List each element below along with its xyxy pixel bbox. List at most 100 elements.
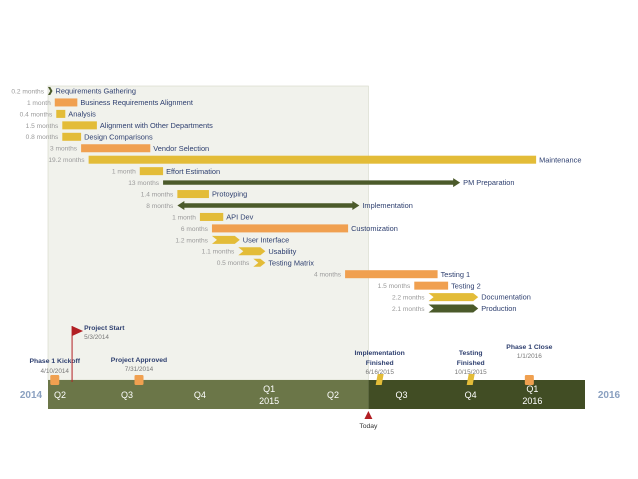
milestone: Phase 1 Close 1/1/2016 [506,344,553,385]
task-bar [56,109,66,118]
milestone: Testing Finished 10/15/2015 [455,350,487,385]
elapsed-shade [47,85,369,381]
task-bars-layer: 0.2 months Requirements Gathering 1 month B… [11,87,581,314]
task-chevron [253,258,266,267]
task-row: 1.2 months User Interface [175,235,289,244]
task-row: 1.4 months Protoyping [141,190,248,199]
quarter-tick-label: Q3 [121,390,133,400]
task-name-label: Alignment with Other Departments [100,121,213,130]
task-duration-label: 1.4 months [141,191,174,198]
task-row: 1 month API Dev [172,213,254,222]
task-row: 13 months PM Preparation [128,178,515,188]
task-name-label: Usability [268,247,296,256]
task-bar [414,281,449,290]
task-name-label: PM Preparation [463,178,514,187]
task-name-label: Analysis [68,110,96,119]
quarter-tick-label: Q3 [395,390,407,400]
task-bar [62,132,82,141]
milestone-date: 4/10/2014 [41,368,70,375]
timeline-elapsed-band [48,380,369,409]
task-name-label: API Dev [226,213,253,222]
milestone-flag [72,326,84,336]
task-row: 1.5 months Testing 2 [378,281,481,290]
quarter-tick-label: Q4 [194,390,206,400]
task-name-label: User Interface [243,235,289,244]
milestone-parallelogram-marker [375,374,384,385]
milestone: Phase 1 Kickoff 4/10/2014 [29,358,81,385]
task-duration-label: 1.1 months [202,249,235,256]
task-row: 1.5 months Alignment with Other Departmen… [26,121,213,130]
task-duration-label: 1 month [112,169,136,176]
milestone-name: Project Start [84,325,125,332]
task-duration-label: 1 month [172,214,196,221]
quarter-tick-label: Q2 [327,390,339,400]
task-row: 4 months Testing 1 [314,270,470,279]
timeline-layer: Q2 Q3 Q4 Q1 2015 Q2 Q3 Q4 Q1 2016 2014 2016 Today [20,380,621,430]
task-row: 1.1 months Usability [202,247,297,256]
task-bar [81,144,151,153]
task-name-label: Testing 2 [451,281,481,290]
task-duration-label: 4 months [314,272,342,279]
milestone-name-line: Testing [459,350,483,357]
milestone-name: Phase 1 Kickoff [29,358,80,365]
milestone-date: 5/3/2014 [84,334,109,341]
quarter-tick-label: Q1 [526,384,538,394]
milestone-name: Testing Finished [457,350,485,367]
task-name-label: Implementation [362,201,413,210]
task-row: 8 months Implementation [146,201,413,210]
elapsed-shade-layer [47,85,369,381]
task-bar [211,224,349,233]
milestone: Implementation Finished 6/16/2015 [355,350,405,385]
task-duration-label: 19.2 months [48,157,85,164]
milestone-square-marker [524,375,534,385]
task-duration-label: 8 months [146,203,174,210]
task-name-label: Testing 1 [441,270,471,279]
task-row: 1 month Business Requirements Alignment [27,98,193,107]
task-bar [54,98,78,107]
task-name-label: Protoyping [212,190,247,199]
task-bar [139,167,164,176]
task-double-arrow [177,201,360,210]
milestone-date: 10/15/2015 [455,369,487,376]
task-name-label: Vendor Selection [153,144,209,153]
milestone: Project Approved 7/31/2014 [111,357,167,385]
quarter-tick-label: Q4 [465,390,477,400]
task-bar [199,212,224,221]
today-label: Today [359,423,378,430]
milestone-name-line: Implementation [355,350,405,357]
quarter-tick-year: 2016 [522,396,542,406]
milestone-parallelogram-marker [466,374,475,385]
task-duration-label: 1.5 months [26,123,59,130]
task-duration-label: 0.8 months [26,134,59,141]
task-bar [345,270,438,279]
task-name-label: Production [481,304,516,313]
task-duration-label: 13 months [128,180,159,187]
task-name-label: Customization [351,224,398,233]
task-name-label: Requirements Gathering [56,87,137,96]
task-bar [88,155,537,164]
task-chevron [48,87,53,95]
task-bar [177,190,209,199]
task-row: 0.4 months Analysis [20,110,96,119]
task-row: 2.1 months Production [392,304,517,313]
task-arrow [163,178,461,188]
task-row: 1 month Effort Estimation [112,167,220,176]
task-name-label: Documentation [481,293,531,302]
milestone-name: Project Approved [111,357,167,364]
task-chevron [428,293,479,302]
task-row: 2.2 months Documentation [392,293,531,302]
timeline-future-band [368,380,585,409]
milestone-square-marker [50,375,60,385]
task-duration-label: 2.1 months [392,306,425,313]
year-start-label: 2014 [20,390,43,401]
milestone-square-marker [134,375,144,385]
task-duration-label: 1.5 months [378,283,411,290]
quarter-tick-label: Q1 [263,384,275,394]
task-duration-label: 0.4 months [20,111,53,118]
milestone: Project Start 5/3/2014 [71,325,125,382]
task-name-label: Effort Estimation [166,167,220,176]
task-duration-label: 1.2 months [175,237,208,244]
year-end-label: 2016 [598,390,621,401]
task-row: 6 months Customization [181,224,398,233]
